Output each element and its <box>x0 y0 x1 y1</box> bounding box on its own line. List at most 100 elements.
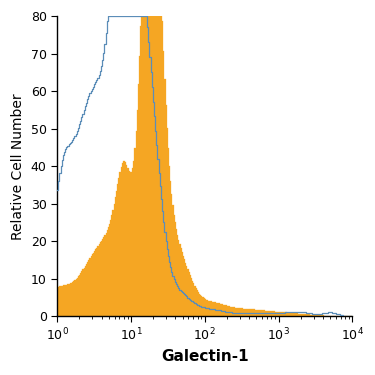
Bar <box>268 311 269 316</box>
Bar <box>145 16 146 316</box>
Bar <box>68 284 69 316</box>
Bar <box>169 166 170 316</box>
Bar <box>262 310 264 316</box>
Bar <box>129 171 130 316</box>
Bar <box>273 311 274 316</box>
Bar <box>65 285 66 316</box>
Bar <box>115 197 116 316</box>
Bar <box>172 206 174 316</box>
Bar <box>243 309 244 316</box>
Bar <box>102 239 103 316</box>
Bar <box>236 308 237 316</box>
Bar <box>174 214 175 316</box>
Bar <box>275 312 276 316</box>
Bar <box>99 244 100 316</box>
Bar <box>123 161 124 316</box>
Bar <box>220 304 221 316</box>
Bar <box>78 276 79 316</box>
Bar <box>204 298 205 316</box>
Bar <box>321 315 322 316</box>
Bar <box>162 21 163 316</box>
Bar <box>104 235 105 316</box>
Bar <box>276 312 278 316</box>
Bar <box>139 56 140 316</box>
Bar <box>245 309 246 316</box>
Bar <box>298 314 299 316</box>
Bar <box>199 294 200 316</box>
Bar <box>64 285 65 316</box>
Bar <box>274 312 275 316</box>
Bar <box>211 302 213 316</box>
Bar <box>215 302 216 316</box>
Bar <box>80 273 81 316</box>
Bar <box>219 303 220 316</box>
Bar <box>59 286 60 316</box>
Bar <box>248 309 249 316</box>
Bar <box>120 167 122 316</box>
Bar <box>251 309 252 316</box>
Bar <box>258 310 259 316</box>
Bar <box>285 312 286 316</box>
Bar <box>128 168 129 316</box>
Bar <box>324 315 325 316</box>
Bar <box>313 315 314 316</box>
Bar <box>224 305 225 316</box>
Bar <box>319 315 320 316</box>
Bar <box>136 110 138 316</box>
Bar <box>226 306 228 316</box>
Bar <box>60 286 62 316</box>
Bar <box>71 283 72 316</box>
Bar <box>266 310 267 316</box>
Bar <box>184 260 185 316</box>
Bar <box>295 313 296 316</box>
Bar <box>140 26 141 316</box>
Bar <box>180 249 182 316</box>
Bar <box>159 16 160 316</box>
Bar <box>88 260 89 316</box>
Bar <box>312 315 313 316</box>
Bar <box>170 182 171 316</box>
Bar <box>246 309 248 316</box>
Bar <box>109 224 110 316</box>
Bar <box>230 307 231 316</box>
Bar <box>161 16 162 316</box>
Bar <box>164 79 165 316</box>
Bar <box>160 16 161 316</box>
Bar <box>133 161 134 316</box>
Bar <box>196 290 198 316</box>
Bar <box>135 131 136 316</box>
X-axis label: Galectin-1: Galectin-1 <box>161 349 249 364</box>
Bar <box>165 105 166 316</box>
Bar <box>283 312 284 316</box>
Bar <box>100 243 101 316</box>
Bar <box>125 162 126 316</box>
Bar <box>260 310 261 316</box>
Bar <box>254 309 255 316</box>
Bar <box>255 309 257 316</box>
Bar <box>318 315 319 316</box>
Bar <box>62 286 63 316</box>
Bar <box>189 272 190 316</box>
Bar <box>217 303 219 316</box>
Bar <box>77 278 78 316</box>
Bar <box>310 315 311 316</box>
Bar <box>308 314 309 316</box>
Bar <box>179 244 180 316</box>
Bar <box>209 301 210 316</box>
Bar <box>288 313 289 316</box>
Bar <box>302 314 303 316</box>
Bar <box>249 309 250 316</box>
Bar <box>134 148 135 316</box>
Bar <box>175 222 176 316</box>
Bar <box>75 279 77 316</box>
Bar <box>210 301 212 316</box>
Bar <box>152 16 153 316</box>
Bar <box>198 292 199 316</box>
Bar <box>146 16 147 316</box>
Bar <box>89 258 90 316</box>
Bar <box>242 308 243 316</box>
Bar <box>304 314 305 316</box>
Bar <box>118 178 119 316</box>
Bar <box>261 310 262 316</box>
Bar <box>124 161 125 316</box>
